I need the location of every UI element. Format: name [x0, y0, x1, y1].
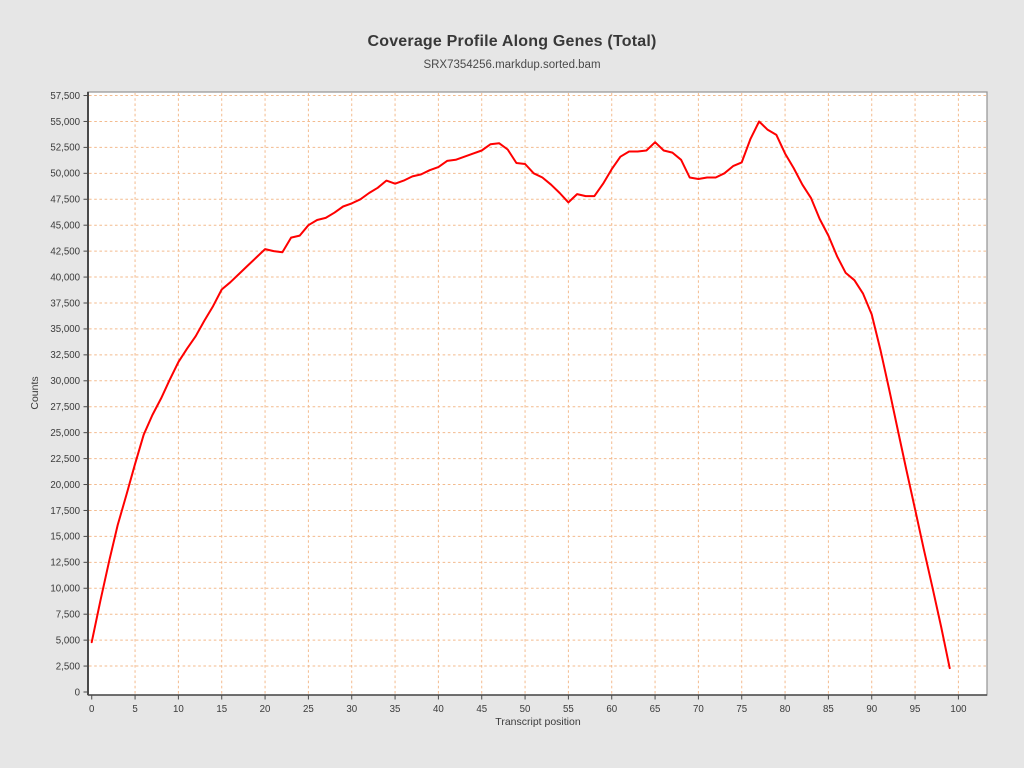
x-tick-label: 35 — [390, 704, 401, 715]
y-tick-label: 57,500 — [50, 91, 80, 102]
y-tick-label: 22,500 — [50, 454, 80, 465]
x-tick-label: 50 — [520, 704, 531, 715]
y-tick-label: 37,500 — [50, 298, 80, 309]
y-tick-label: 55,000 — [50, 117, 80, 128]
y-tick-label: 42,500 — [50, 246, 80, 257]
x-tick-label: 0 — [89, 704, 95, 715]
y-tick-label: 5,000 — [56, 635, 81, 646]
y-tick-label: 47,500 — [50, 195, 80, 206]
y-tick-label: 27,500 — [50, 402, 80, 413]
y-tick-label: 10,000 — [50, 584, 80, 595]
x-tick-label: 100 — [950, 704, 967, 715]
x-axis-title: Transcript position — [495, 716, 581, 728]
x-tick-label: 90 — [866, 704, 877, 715]
y-axis-title: Counts — [29, 376, 41, 410]
x-tick-label: 15 — [216, 704, 227, 715]
x-tick-label: 30 — [346, 704, 357, 715]
x-tick-label: 55 — [563, 704, 574, 715]
y-tick-label: 12,500 — [50, 558, 80, 569]
y-tick-label: 32,500 — [50, 350, 80, 361]
y-tick-label: 2,500 — [56, 661, 81, 672]
y-tick-label: 35,000 — [50, 324, 80, 335]
chart-title: Coverage Profile Along Genes (Total) — [367, 33, 657, 50]
x-tick-label: 20 — [260, 704, 271, 715]
y-tick-label: 15,000 — [50, 532, 80, 543]
x-tick-label: 60 — [606, 704, 617, 715]
x-tick-label: 10 — [173, 704, 184, 715]
y-tick-label: 17,500 — [50, 506, 80, 517]
plot-panel — [87, 91, 988, 696]
x-tick-label: 80 — [780, 704, 791, 715]
x-tick-label: 70 — [693, 704, 704, 715]
x-tick-label: 95 — [910, 704, 921, 715]
chart-subtitle: SRX7354256.markdup.sorted.bam — [423, 59, 601, 71]
y-tick-label: 40,000 — [50, 272, 80, 283]
y-tick-label: 20,000 — [50, 480, 80, 491]
y-tick-label: 25,000 — [50, 428, 80, 439]
x-tick-label: 40 — [433, 704, 444, 715]
y-tick-label: 52,500 — [50, 143, 80, 154]
y-tick-label: 30,000 — [50, 376, 80, 387]
y-tick-label: 50,000 — [50, 169, 80, 180]
x-tick-label: 25 — [303, 704, 314, 715]
y-tick-label: 45,000 — [50, 220, 80, 231]
x-tick-label: 85 — [823, 704, 834, 715]
x-tick-label: 5 — [132, 704, 137, 715]
coverage-series-line — [90, 120, 951, 670]
x-tick-label: 65 — [650, 704, 661, 715]
x-tick-label: 45 — [476, 704, 487, 715]
y-tick-label: 0 — [75, 687, 81, 698]
y-tick-label: 7,500 — [56, 609, 81, 620]
x-tick-label: 75 — [736, 704, 747, 715]
